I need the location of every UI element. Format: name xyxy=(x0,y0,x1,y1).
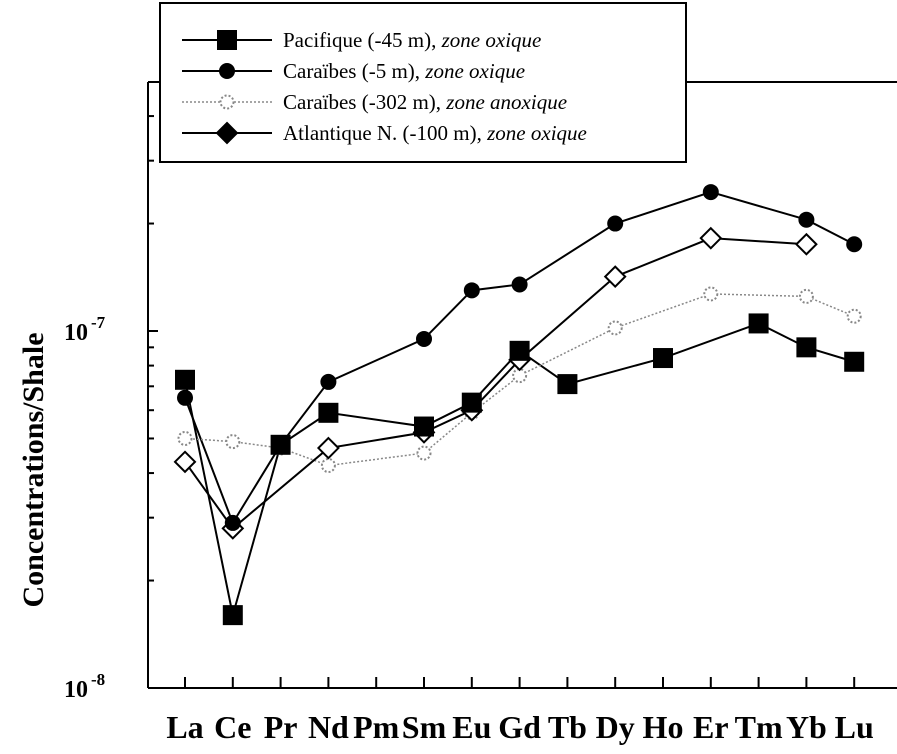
y-tick-label: 10 -8 xyxy=(64,670,105,703)
y-tick-label: 10 -7 xyxy=(64,313,106,346)
data-point-s1 xyxy=(177,389,193,406)
legend-marker xyxy=(215,121,239,145)
data-point-s2 xyxy=(177,430,193,446)
legend-marker xyxy=(219,63,235,79)
x-tick-label: Sm xyxy=(402,709,447,745)
data-point-s0 xyxy=(318,402,339,423)
data-point-s2 xyxy=(607,320,623,336)
data-point-s2 xyxy=(798,288,814,304)
data-point-s0 xyxy=(414,416,434,437)
data-point-s0 xyxy=(748,313,769,334)
data-point-s1 xyxy=(511,276,528,293)
x-tick-label: Er xyxy=(693,709,729,745)
x-tick-label: Gd xyxy=(498,709,541,745)
data-point-s1 xyxy=(798,211,815,228)
x-tick-label: Tm xyxy=(735,709,783,745)
data-point-s0 xyxy=(461,392,482,413)
legend-label: Atlantique N. (-100 m), zone oxique xyxy=(283,121,587,145)
axes xyxy=(147,81,897,689)
data-point-s3 xyxy=(316,436,340,460)
x-tick-label: Yb xyxy=(786,709,827,745)
x-tick-label: Nd xyxy=(308,709,349,745)
x-tick-labels: La Ce Pr Nd Pm Sm Eu Gd Tb Dy Ho Er Tm Yb Lu xyxy=(166,709,873,745)
legend-marker xyxy=(219,94,235,110)
x-tick-label: Lu xyxy=(835,709,874,745)
data-point-s1 xyxy=(607,215,624,232)
legend-label: Caraïbes (-5 m), zone oxique xyxy=(283,59,525,83)
series-markers xyxy=(173,184,865,626)
data-point-s0 xyxy=(222,605,243,626)
legend-label: Pacifique (-45 m), zone oxique xyxy=(283,28,541,52)
data-point-s3 xyxy=(173,450,197,474)
data-point-s2 xyxy=(846,308,862,324)
data-point-s1 xyxy=(702,184,719,201)
data-point-s0 xyxy=(509,340,530,361)
data-point-s1 xyxy=(846,236,863,253)
data-point-s2 xyxy=(225,434,241,450)
data-point-s0 xyxy=(270,434,291,455)
data-point-s0 xyxy=(844,351,865,372)
x-tick-label: Eu xyxy=(452,709,491,745)
data-point-s1 xyxy=(463,282,480,299)
y-tick-labels: 10-7 10-8 xyxy=(64,313,106,703)
series-lines xyxy=(184,191,855,616)
x-tick-label: Tb xyxy=(548,709,587,745)
data-point-s1 xyxy=(224,514,241,531)
legend-label: Caraïbes (-302 m), zone anoxique xyxy=(283,90,567,114)
data-point-s0 xyxy=(796,337,817,358)
data-point-s0 xyxy=(557,374,578,395)
x-tick-label: Ho xyxy=(643,709,684,745)
series-line-3 xyxy=(184,237,807,530)
data-point-s0 xyxy=(175,369,195,390)
data-point-s1 xyxy=(320,373,337,390)
data-point-s3 xyxy=(794,232,818,256)
x-tick-label: Pr xyxy=(264,709,298,745)
x-tick-label: Ce xyxy=(214,709,251,745)
legend: Pacifique (-45 m), zone oxique Caraïbes (… xyxy=(159,2,687,163)
x-tick-marks xyxy=(184,677,856,688)
data-point-s2 xyxy=(703,286,719,302)
y-axis-label: Concentrations/Shale xyxy=(17,332,50,607)
data-point-s1 xyxy=(416,330,432,347)
data-point-s0 xyxy=(653,348,673,369)
x-tick-label: Dy xyxy=(596,709,635,745)
x-tick-label: La xyxy=(166,709,203,745)
data-point-s2 xyxy=(416,445,432,461)
legend-box xyxy=(159,2,687,163)
y-tick-marks xyxy=(148,115,158,689)
data-point-s2 xyxy=(320,458,336,473)
legend-marker xyxy=(217,30,237,50)
data-point-s3 xyxy=(603,265,627,289)
data-point-s3 xyxy=(699,226,723,250)
x-tick-label: Pm xyxy=(353,709,400,745)
